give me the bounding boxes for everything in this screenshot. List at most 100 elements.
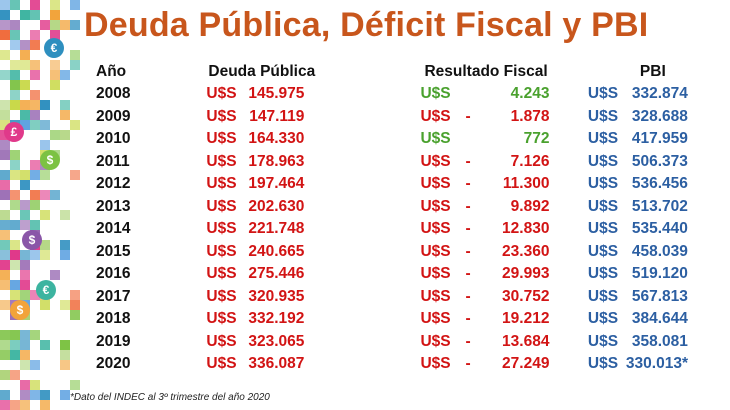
debt-value: 147.119 (249, 107, 305, 125)
pbi-cell: U$S 328.688 (582, 106, 730, 129)
currency-label: U$S (206, 130, 237, 148)
table-row: 2019 U$S 323.065 U$S -13.684 U$S 358.081 (86, 331, 730, 354)
mosaic-tile (0, 170, 10, 180)
pbi-value: 506.373 (631, 152, 688, 170)
mosaic-tile (20, 270, 30, 280)
year-cell: 2017 (96, 287, 131, 305)
mosaic-tile (10, 20, 20, 30)
mosaic-tile (30, 390, 40, 400)
currency-label: U$S (587, 85, 619, 103)
mosaic-tile (20, 250, 30, 260)
mosaic-tile (20, 390, 30, 400)
mosaic-tile (70, 290, 80, 300)
mosaic-tile (30, 320, 40, 330)
mosaic-tile (10, 220, 20, 230)
mosaic-tile (60, 380, 70, 390)
currency-label: U$S (420, 130, 451, 148)
mosaic-tile (0, 180, 10, 190)
currency-label: U$S (420, 175, 451, 193)
mosaic-tile (40, 210, 50, 220)
mosaic-tile (50, 10, 60, 20)
mosaic-tile (0, 320, 10, 330)
mosaic-tile (30, 250, 40, 260)
mosaic-tile (40, 100, 50, 110)
currency-label: U$S (206, 85, 237, 103)
mosaic-tile (50, 0, 60, 10)
mosaic-tile (50, 60, 60, 70)
pbi-cell: U$S 536.456 (582, 173, 730, 196)
currency-label: U$S (206, 265, 237, 283)
debt-value: 275.446 (248, 265, 305, 283)
pbi-value: 417.959 (631, 130, 688, 148)
mosaic-tile (0, 280, 10, 290)
mosaic-tile (40, 240, 50, 250)
pbi-value: 513.702 (631, 197, 688, 215)
mosaic-tile (60, 40, 70, 50)
result-sign: - (465, 175, 471, 193)
result-cell: U$S - 27.249 (420, 353, 581, 376)
currency-label: U$S (206, 175, 237, 193)
pbi-value: 332.874 (631, 85, 688, 103)
mosaic-tile (30, 190, 40, 200)
currency-label: U$S (206, 332, 237, 350)
currency-label: U$S (206, 287, 237, 305)
mosaic-tile (40, 230, 50, 240)
debt-value: 240.665 (248, 242, 305, 260)
year-cell: 2008 (96, 85, 131, 103)
mosaic-tile (10, 200, 20, 210)
euro-icon: € (36, 280, 56, 300)
mosaic-tile (0, 230, 10, 240)
mosaic-tile (40, 120, 50, 130)
mosaic-tile (0, 380, 10, 390)
table-row: 2011 U$S 178.963 U$S -7.126 U$S 506.373 (86, 151, 730, 174)
mosaic-tile (60, 340, 70, 350)
mosaic-tile (10, 180, 20, 190)
mosaic-tile (0, 340, 10, 350)
mosaic-tile (10, 210, 20, 220)
pbi-cell: U$S 513.702 (582, 196, 730, 219)
result-value: 12.830 (502, 220, 550, 238)
dollar-icon: $ (40, 150, 60, 170)
currency-label: U$S (587, 152, 619, 170)
mosaic-tile (30, 200, 40, 210)
debt-cell: U$S 336.087 (186, 353, 375, 376)
currency-label: U$S (587, 355, 619, 373)
currency-label: U$S (420, 355, 451, 373)
debt-cell: U$S 332.192 (186, 308, 375, 331)
mosaic-tile (70, 120, 80, 130)
result-sign: - (465, 265, 471, 283)
mosaic-tile (60, 70, 70, 80)
mosaic-tile (70, 60, 80, 70)
dollar-icon: $ (22, 230, 42, 250)
mosaic-tile (30, 0, 40, 10)
mosaic-tile (70, 300, 80, 310)
pbi-value: 567.813 (631, 287, 688, 305)
mosaic-tile (20, 380, 30, 390)
currency-label: U$S (420, 242, 451, 260)
result-value: 29.993 (502, 265, 550, 283)
currency-label: U$S (587, 242, 619, 260)
currency-label: U$S (587, 287, 619, 305)
mosaic-tile (10, 150, 20, 160)
pbi-value: 358.081 (631, 332, 688, 350)
mosaic-tile (50, 370, 60, 380)
result-sign: - (465, 332, 471, 350)
debt-value: 332.192 (248, 310, 305, 328)
mosaic-tile (20, 20, 30, 30)
mosaic-tile (60, 400, 70, 410)
pbi-value: 330.013* (625, 355, 688, 373)
debt-value: 336.087 (248, 355, 305, 373)
result-sign: - (465, 107, 471, 125)
mosaic-tile (20, 330, 30, 340)
year-cell: 2012 (96, 175, 131, 193)
mosaic-tile (60, 250, 70, 260)
mosaic-tile (0, 260, 10, 270)
pbi-cell: U$S 535.440 (582, 218, 730, 241)
mosaic-tile (0, 90, 10, 100)
pbi-cell: U$S 330.013* (582, 353, 730, 376)
mosaic-tile (50, 300, 60, 310)
result-value: 19.212 (502, 310, 550, 328)
year-cell: 2014 (96, 220, 131, 238)
mosaic-tile (10, 60, 20, 70)
pbi-cell: U$S 332.874 (582, 83, 730, 106)
